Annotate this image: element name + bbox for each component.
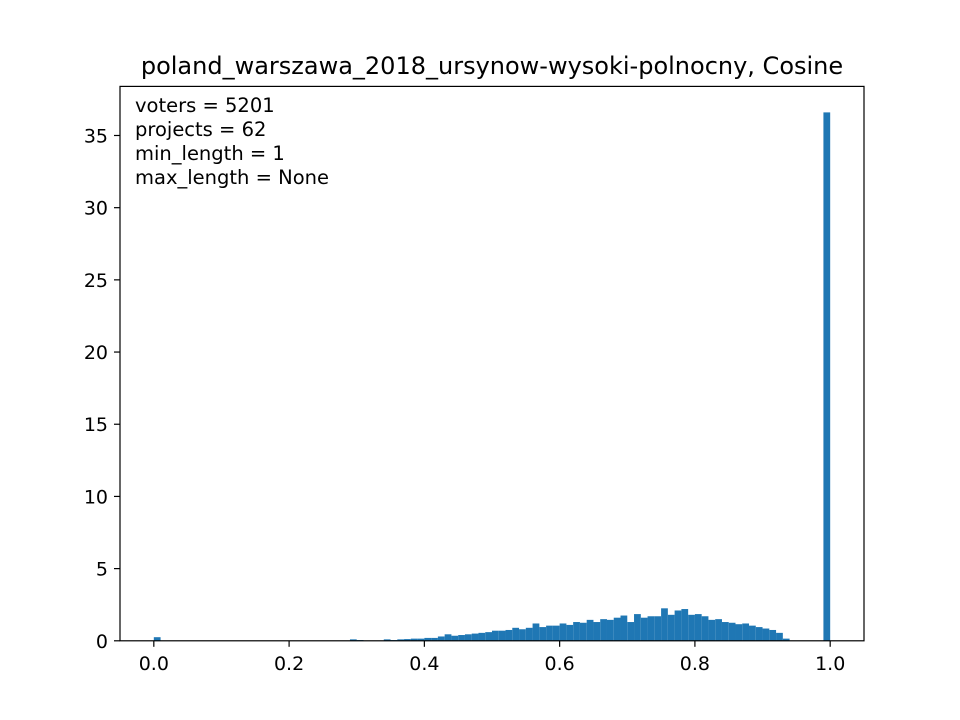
histogram-bar <box>661 608 668 641</box>
histogram-bar <box>437 636 445 641</box>
histogram-bar <box>674 610 682 641</box>
histogram-bar <box>640 617 648 641</box>
histogram-bar <box>782 638 790 641</box>
y-tick-label: 30 <box>84 198 108 220</box>
histogram-bar <box>708 619 716 641</box>
histogram-bar <box>566 624 574 641</box>
x-tick-label: 0.4 <box>409 653 439 675</box>
histogram-bar <box>505 629 513 641</box>
x-tick-label: 0.2 <box>274 653 304 675</box>
x-tick-label: 0.6 <box>545 653 575 675</box>
y-tick-label: 0 <box>96 631 108 653</box>
histogram-bar <box>417 638 425 641</box>
y-tick-label: 5 <box>96 559 108 581</box>
chart-title: poland_warszawa_2018_ursynow-wysoki-poln… <box>141 52 843 80</box>
histogram-bar <box>634 614 641 641</box>
histogram-bar <box>755 627 763 641</box>
histogram-bar <box>471 633 479 641</box>
histogram-bar <box>383 639 391 641</box>
y-tick-label: 10 <box>84 486 108 508</box>
annotation-voters: voters = 5201 <box>135 94 275 117</box>
histogram-bar <box>478 632 486 641</box>
x-tick-label: 0.0 <box>139 653 169 675</box>
histogram-bar <box>701 616 709 641</box>
histogram-bar <box>458 635 465 641</box>
x-tick-label: 0.8 <box>680 653 710 675</box>
histogram-bar <box>552 625 560 641</box>
histogram-bar <box>532 623 540 641</box>
plot-frame <box>119 85 865 642</box>
annotation-min-length: min_length = 1 <box>135 142 285 165</box>
annotation-box: voters = 5201 projects = 62 min_length =… <box>135 94 329 189</box>
histogram-bar <box>512 627 520 641</box>
annotation-max-length: max_length = None <box>135 166 329 189</box>
histogram-bar <box>573 622 580 641</box>
histogram-bar <box>498 630 506 641</box>
histogram-bar <box>397 639 405 641</box>
histogram-bar <box>424 637 432 641</box>
histogram-bar <box>681 609 689 641</box>
histogram-bar <box>579 622 587 641</box>
histogram-bar <box>715 619 722 641</box>
histogram-bar <box>613 617 621 641</box>
histogram-bar <box>349 639 357 641</box>
histogram-bar <box>525 627 533 641</box>
histogram-bar <box>559 623 567 641</box>
histogram-bar <box>485 632 492 641</box>
histogram-bar <box>654 616 662 641</box>
histogram-bar <box>410 638 418 641</box>
x-tick-label: 1.0 <box>815 653 845 675</box>
histogram-bar <box>769 629 777 641</box>
histogram-bar <box>688 614 695 641</box>
y-tick-label: 35 <box>84 125 108 147</box>
histogram-bar <box>667 614 675 641</box>
histogram-bar <box>519 629 526 641</box>
histogram-bar <box>153 637 161 641</box>
y-axis: 0 5 10 15 20 25 30 35 <box>84 125 120 653</box>
histogram-bar <box>647 616 655 641</box>
histogram-bar <box>492 630 499 641</box>
bars-group <box>153 112 831 641</box>
y-tick-label: 20 <box>84 342 108 364</box>
histogram-bar <box>721 622 729 641</box>
histogram-bar <box>451 635 459 641</box>
histogram-bar <box>600 619 607 641</box>
histogram-bar <box>464 634 472 641</box>
histogram-bar <box>762 628 770 641</box>
histogram-bar <box>404 639 411 641</box>
histogram-bar <box>823 112 831 641</box>
histogram-bar <box>735 624 743 641</box>
histogram-bar <box>606 619 614 641</box>
histogram-bar <box>694 614 702 641</box>
histogram-bar <box>620 615 628 641</box>
y-tick-label: 15 <box>84 414 108 436</box>
histogram-bar <box>728 622 736 641</box>
histogram-bar <box>546 625 553 641</box>
histogram-bar <box>742 623 750 641</box>
histogram-bar <box>539 627 547 641</box>
y-tick-label: 25 <box>84 270 108 292</box>
histogram-bar <box>749 625 756 641</box>
histogram-bar <box>776 632 783 641</box>
histogram-bar <box>586 619 594 641</box>
histogram-bar <box>444 634 452 641</box>
histogram-bar <box>431 637 438 641</box>
annotation-projects: projects = 62 <box>135 118 266 141</box>
x-axis: 0.0 0.2 0.4 0.6 0.8 1.0 <box>139 640 845 675</box>
histogram-bar <box>593 622 601 641</box>
histogram-bar <box>627 622 635 641</box>
